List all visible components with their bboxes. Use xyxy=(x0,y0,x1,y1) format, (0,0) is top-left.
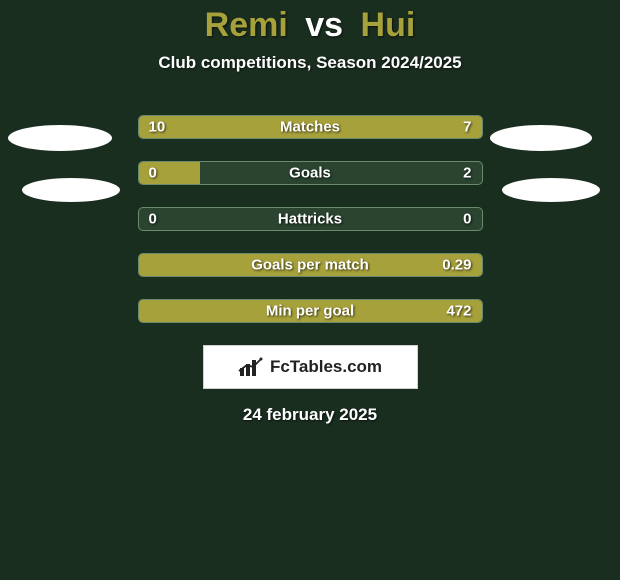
decoration-ellipse xyxy=(8,125,112,151)
stat-row: 0 Hattricks 0 xyxy=(138,207,483,231)
stat-row: 10 Matches 7 xyxy=(138,115,483,139)
value-right: 2 xyxy=(463,165,471,182)
stat-row: Min per goal 472 xyxy=(138,299,483,323)
value-left: 0 xyxy=(149,211,157,228)
stat-label: Goals per match xyxy=(251,257,369,274)
stat-row: 0 Goals 2 xyxy=(138,161,483,185)
title-player1: Remi xyxy=(205,6,288,44)
subtitle: Club competitions, Season 2024/2025 xyxy=(0,53,620,73)
title-vs: vs xyxy=(305,6,343,44)
value-right: 0 xyxy=(463,211,471,228)
value-left: 10 xyxy=(149,119,166,136)
stat-label: Hattricks xyxy=(278,211,342,228)
stat-label: Matches xyxy=(280,119,340,136)
stat-label: Min per goal xyxy=(266,303,354,320)
value-right: 0.29 xyxy=(442,257,471,274)
decoration-ellipse xyxy=(22,178,120,202)
stat-label: Goals xyxy=(289,165,331,182)
logo-text: FcTables.com xyxy=(270,357,382,377)
title-player2: Hui xyxy=(361,6,416,44)
title: Remi vs Hui xyxy=(0,0,620,45)
value-left: 0 xyxy=(149,165,157,182)
decoration-ellipse xyxy=(502,178,600,202)
decoration-ellipse xyxy=(490,125,592,151)
comparison-rows: 10 Matches 7 0 Goals 2 0 Hattricks 0 Goals per ma… xyxy=(138,115,483,323)
value-right: 472 xyxy=(446,303,471,320)
logo-box: FcTables.com xyxy=(203,345,418,389)
stat-row: Goals per match 0.29 xyxy=(138,253,483,277)
date-text: 24 february 2025 xyxy=(0,405,620,425)
bar-chart-icon xyxy=(238,356,264,378)
value-right: 7 xyxy=(463,119,471,136)
